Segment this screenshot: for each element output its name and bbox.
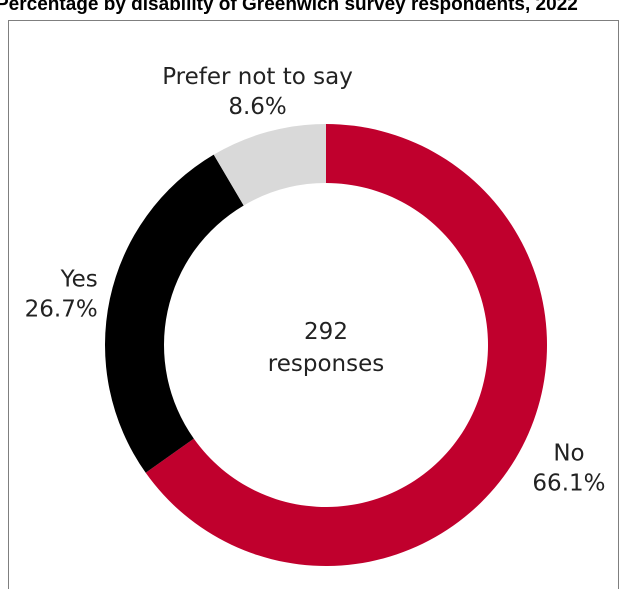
slice-value-yes: 26.7% <box>25 297 98 323</box>
slice-label-yes: Yes <box>60 267 98 293</box>
chart-title: Percentage by disability of Greenwich su… <box>0 0 578 15</box>
slice-value-no: 66.1% <box>532 470 605 496</box>
center-text: responses <box>268 351 384 377</box>
slice-labels: No 66.1% Yes 26.7% Prefer not to say 8.6% <box>25 64 606 496</box>
donut-slice-prefer-not-to-say <box>213 124 326 206</box>
donut-slices <box>104 124 548 566</box>
center-value: 292 <box>304 319 348 345</box>
donut-slice-no <box>145 124 548 566</box>
slice-label-prefer-not-to-say: Prefer not to say <box>162 64 353 90</box>
slice-value-prefer-not-to-say: 8.6% <box>228 94 286 120</box>
donut-slice-yes <box>104 154 244 473</box>
slice-label-no: No <box>553 440 584 466</box>
